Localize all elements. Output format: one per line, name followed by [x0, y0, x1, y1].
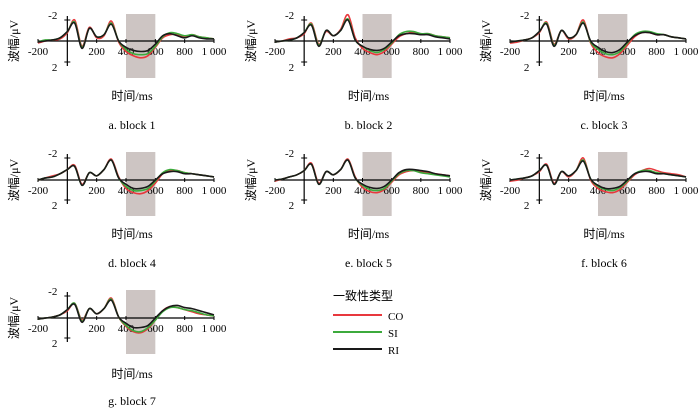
- legend-label-ri: RI: [388, 345, 399, 357]
- series-line-ri: [509, 160, 687, 190]
- y-axis-title: 波幅/μV: [243, 158, 258, 201]
- panel-caption: f. block 6: [581, 256, 627, 270]
- shaded-window: [598, 14, 628, 78]
- x-tick-label: 800: [176, 185, 193, 197]
- series-line-ri: [509, 22, 687, 54]
- y-tick-label: 2: [52, 338, 58, 350]
- y-tick-label: -2: [285, 148, 294, 160]
- x-tick-label: -200: [28, 185, 49, 197]
- x-tick-label: -200: [28, 323, 49, 335]
- x-axis-title: 时间/ms: [111, 367, 153, 381]
- y-tick-label: 2: [52, 62, 58, 74]
- series-line-ri: [37, 299, 215, 329]
- x-axis-title: 时间/ms: [348, 89, 390, 103]
- x-tick-label: 600: [619, 185, 636, 197]
- x-tick-label: 800: [648, 185, 665, 197]
- panel-caption: d. block 4: [108, 256, 156, 270]
- x-tick-label: 200: [88, 185, 105, 197]
- series-line-ri: [274, 19, 451, 52]
- x-tick-label: 800: [413, 46, 430, 58]
- y-tick-label: -2: [48, 10, 57, 22]
- x-tick-label: 1 000: [438, 46, 463, 58]
- y-tick-label: -2: [520, 148, 529, 160]
- x-tick-label: -200: [28, 46, 49, 58]
- y-axis-title: 波幅/μV: [478, 19, 493, 62]
- x-axis-title: 时间/ms: [111, 89, 153, 103]
- x-tick-label: 200: [560, 185, 577, 197]
- shaded-window: [126, 290, 156, 354]
- x-tick-label: 800: [648, 46, 665, 58]
- legend-title: 一致性类型: [333, 289, 393, 303]
- x-tick-label: -200: [265, 185, 286, 197]
- x-tick-label: 600: [383, 185, 400, 197]
- y-tick-label: -2: [520, 10, 529, 22]
- series-line-ri: [37, 159, 215, 190]
- legend: 一致性类型 CO SI RI: [333, 289, 403, 357]
- x-tick-label: 1 000: [202, 185, 227, 197]
- panel-caption: e. block 5: [345, 256, 392, 270]
- x-tick-label: 200: [325, 185, 342, 197]
- x-tick-label: 200: [560, 46, 577, 58]
- series-line-ri: [274, 159, 451, 190]
- x-tick-label: -200: [500, 185, 521, 197]
- y-tick-label: 2: [524, 62, 530, 74]
- x-tick-label: -200: [265, 46, 286, 58]
- x-tick-label: 800: [176, 46, 193, 58]
- x-tick-label: 1 000: [438, 185, 463, 197]
- x-axis-title: 时间/ms: [111, 227, 153, 241]
- y-tick-label: 2: [524, 200, 530, 212]
- panel-caption: b. block 2: [345, 118, 393, 132]
- y-axis-title: 波幅/μV: [6, 19, 21, 62]
- y-tick-label: 2: [289, 200, 295, 212]
- x-axis-title: 时间/ms: [583, 89, 625, 103]
- y-axis-title: 波幅/μV: [478, 158, 493, 201]
- legend-label-si: SI: [388, 328, 398, 340]
- y-tick-label: -2: [48, 148, 57, 160]
- series-line-ri: [37, 21, 215, 53]
- x-tick-label: 1 000: [202, 46, 227, 58]
- series-line-co: [509, 157, 687, 194]
- panel-caption: c. block 3: [581, 118, 628, 132]
- y-axis-title: 波幅/μV: [6, 158, 21, 201]
- x-tick-label: 200: [88, 46, 105, 58]
- x-axis-title: 时间/ms: [583, 227, 625, 241]
- y-axis-title: 波幅/μV: [6, 296, 21, 339]
- x-axis-title: 时间/ms: [348, 227, 390, 241]
- y-tick-label: 2: [289, 62, 295, 74]
- x-tick-label: 1 000: [674, 185, 699, 197]
- x-tick-label: 1 000: [202, 323, 227, 335]
- y-axis-title: 波幅/μV: [243, 19, 258, 62]
- shaded-window: [126, 14, 156, 78]
- x-tick-label: 800: [176, 323, 193, 335]
- x-tick-label: 1 000: [674, 46, 699, 58]
- y-tick-label: 2: [52, 200, 58, 212]
- panel-caption: a. block 1: [109, 118, 156, 132]
- panel-caption: g. block 7: [108, 394, 156, 408]
- x-tick-label: 200: [325, 46, 342, 58]
- y-tick-label: -2: [285, 10, 294, 22]
- x-tick-label: 800: [413, 185, 430, 197]
- legend-label-co: CO: [388, 311, 403, 323]
- x-tick-label: -200: [500, 46, 521, 58]
- x-tick-label: 200: [88, 323, 105, 335]
- y-tick-label: -2: [48, 286, 57, 298]
